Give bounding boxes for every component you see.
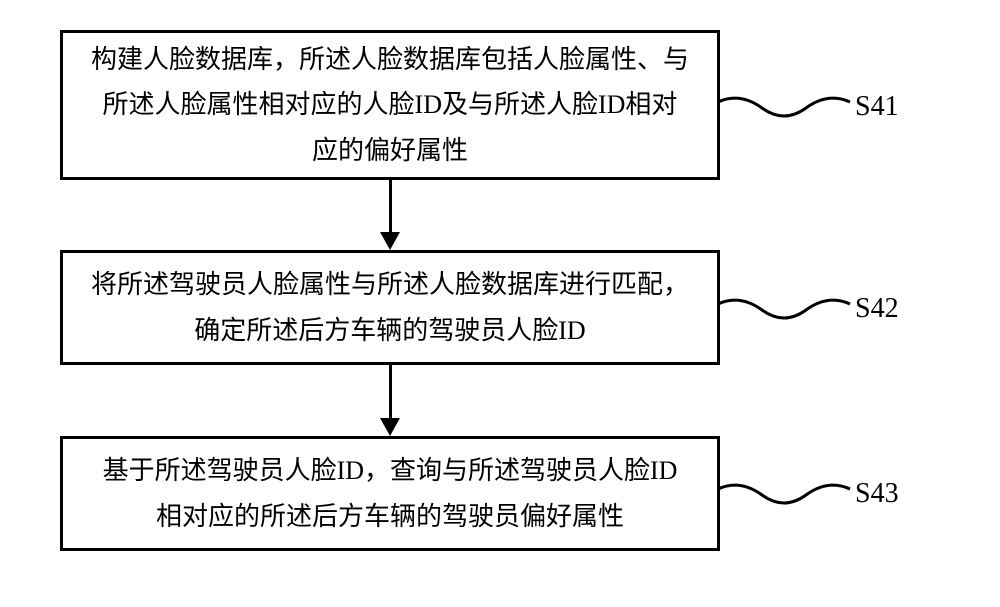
flow-arrow [389, 365, 392, 418]
step-label: S41 [855, 91, 899, 123]
flow-arrow [389, 180, 392, 232]
curly-brace-icon [716, 88, 856, 128]
flow-node-match: 将所述驾驶员人脸属性与所述人脸数据库进行匹配， 确定所述后方车辆的驾驶员人脸ID [60, 250, 720, 365]
flow-node-query: 基于所述驾驶员人脸ID，查询与所述驾驶员人脸ID 相对应的所述后方车辆的驾驶员偏… [60, 436, 720, 551]
step-label: S42 [855, 293, 899, 325]
flow-node-text: 构建人脸数据库，所述人脸数据库包括人脸属性、与 所述人脸属性相对应的人脸ID及与… [91, 37, 689, 174]
flow-node-text: 将所述驾驶员人脸属性与所述人脸数据库进行匹配， 确定所述后方车辆的驾驶员人脸ID [91, 262, 689, 353]
step-label: S43 [855, 478, 899, 510]
arrow-down-icon [380, 232, 400, 250]
flow-node-text: 基于所述驾驶员人脸ID，查询与所述驾驶员人脸ID 相对应的所述后方车辆的驾驶员偏… [103, 448, 678, 539]
flow-node-build-db: 构建人脸数据库，所述人脸数据库包括人脸属性、与 所述人脸属性相对应的人脸ID及与… [60, 30, 720, 180]
curly-brace-icon [716, 475, 856, 515]
arrow-down-icon [380, 418, 400, 436]
curly-brace-icon [716, 290, 856, 330]
